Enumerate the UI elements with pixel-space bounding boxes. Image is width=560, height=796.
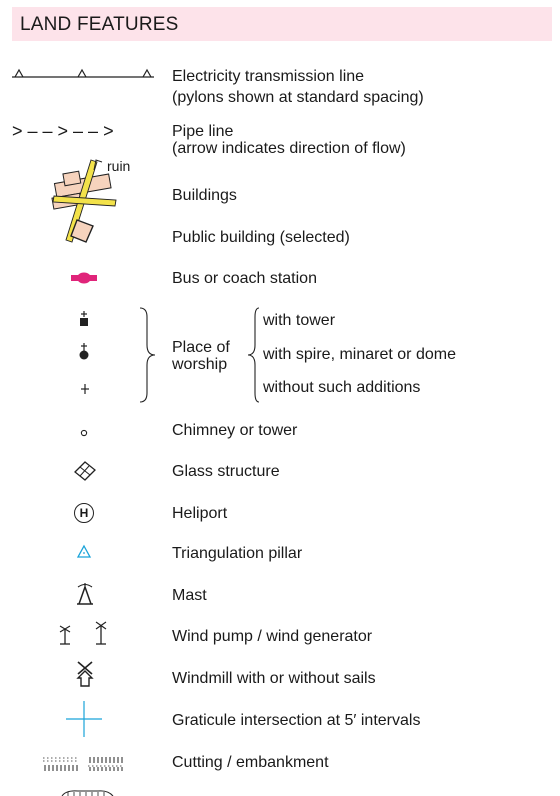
mast-icon bbox=[77, 583, 93, 605]
chimney-label: Chimney or tower bbox=[172, 422, 298, 439]
heliport-label: Heliport bbox=[172, 505, 228, 522]
section-title: LAND FEATURES bbox=[20, 14, 179, 35]
right-brace-icon bbox=[247, 307, 260, 403]
graticule-label: Graticule intersection at 5′ intervals bbox=[172, 712, 421, 729]
left-brace-icon bbox=[139, 307, 156, 403]
cutting-label: Cutting / embankment bbox=[172, 754, 329, 771]
worship-variant-tower: with tower bbox=[263, 312, 336, 329]
electricity-line-sublabel: (pylons shown at standard spacing) bbox=[172, 89, 424, 106]
wind-pump-label: Wind pump / wind generator bbox=[172, 628, 373, 645]
windmill-icon bbox=[76, 661, 94, 687]
graticule-icon bbox=[66, 701, 102, 737]
buildings-icon bbox=[51, 159, 117, 243]
section-header: LAND FEATURES bbox=[12, 7, 552, 41]
pipe-line-sublabel: (arrow indicates direction of flow) bbox=[172, 140, 406, 157]
worship-variant-none: without such additions bbox=[263, 379, 421, 396]
buildings-label: Buildings bbox=[172, 187, 237, 204]
worship-without-additions-icon bbox=[81, 384, 89, 394]
glass-structure-label: Glass structure bbox=[172, 463, 280, 480]
cutting-icon bbox=[43, 757, 79, 771]
triangulation-label: Triangulation pillar bbox=[172, 545, 303, 562]
heliport-icon: H bbox=[74, 503, 94, 523]
chimney-icon bbox=[80, 429, 88, 437]
bus-station-label: Bus or coach station bbox=[172, 270, 317, 287]
electricity-line-label: Electricity transmission line bbox=[172, 68, 365, 85]
ruin-label: ruin bbox=[107, 158, 131, 174]
embankment-icon bbox=[88, 757, 124, 771]
glass-structure-icon bbox=[74, 461, 96, 481]
wind-pump-icon bbox=[59, 625, 71, 645]
windmill-label: Windmill with or without sails bbox=[172, 670, 376, 687]
electricity-line-icon bbox=[12, 68, 154, 78]
worship-with-spire-icon bbox=[79, 343, 89, 360]
bus-station-icon bbox=[71, 272, 97, 284]
worship-variant-spire: with spire, minaret or dome bbox=[263, 346, 456, 363]
public-building-label: Public building (selected) bbox=[172, 229, 350, 246]
pipe-line-label: Pipe line bbox=[172, 123, 234, 140]
triangulation-pillar-icon bbox=[76, 544, 92, 558]
mast-label: Mast bbox=[172, 587, 207, 604]
pipe-line-icon: > – – > – – > bbox=[12, 121, 114, 141]
place-of-worship-label: Place of worship bbox=[172, 339, 230, 373]
partial-symbol-icon bbox=[61, 790, 114, 796]
heliport-symbol: H bbox=[79, 506, 89, 520]
wind-generator-icon bbox=[95, 621, 107, 645]
worship-with-tower-icon bbox=[80, 311, 88, 326]
